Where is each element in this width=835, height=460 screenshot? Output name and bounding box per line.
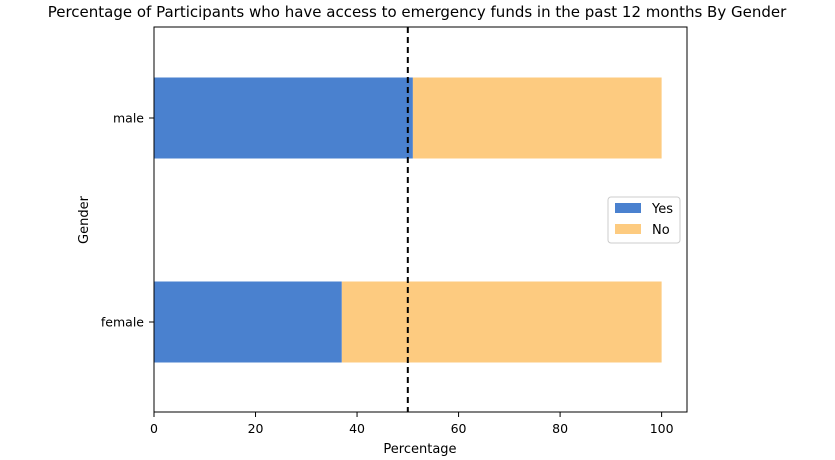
x-axis-label: Percentage — [383, 442, 456, 457]
x-tick-label: 100 — [650, 421, 674, 436]
y-axis-label: Gender — [77, 195, 92, 244]
legend-swatch-yes — [615, 203, 641, 213]
x-tick-label: 20 — [248, 421, 264, 436]
plot-frame — [153, 26, 688, 413]
legend-swatch-no — [615, 224, 641, 234]
x-axis-ticks: 0 20 40 60 80 100 — [150, 412, 674, 436]
y-tick-label: female — [101, 315, 144, 330]
bar-female-yes — [154, 281, 342, 363]
bar-male-yes — [154, 77, 413, 159]
bar-male-no — [412, 77, 662, 159]
bars-group — [154, 77, 662, 363]
x-tick-label: 40 — [349, 421, 365, 436]
x-tick-label: 80 — [552, 421, 568, 436]
legend: Yes No — [607, 196, 681, 244]
legend-label-yes: Yes — [651, 202, 673, 217]
bar-female-no — [341, 281, 662, 363]
y-tick-label: male — [113, 111, 144, 126]
x-tick-label: 0 — [150, 421, 158, 436]
x-tick-label: 60 — [451, 421, 467, 436]
legend-label-no: No — [652, 223, 670, 238]
chart-title: Percentage of Participants who have acce… — [48, 3, 787, 21]
y-axis-ticks: female male — [101, 111, 154, 330]
